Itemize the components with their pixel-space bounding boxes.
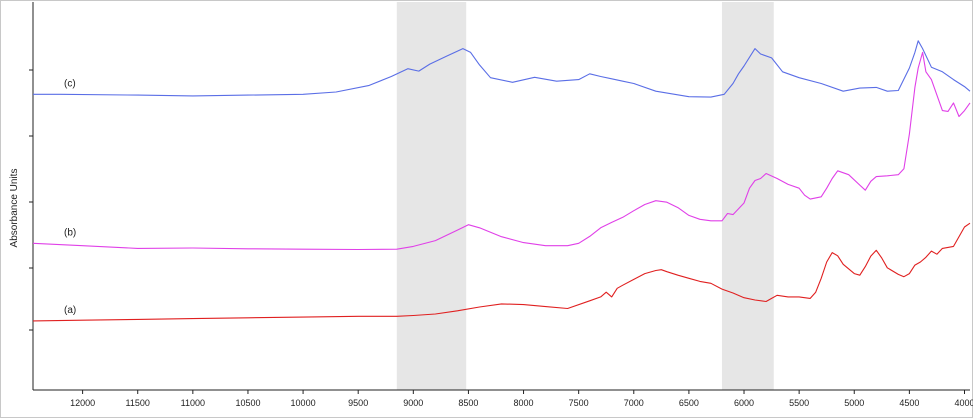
x-tick-label: 11000 xyxy=(181,398,205,408)
x-tick-label: 10000 xyxy=(291,398,316,408)
shaded-regions xyxy=(396,2,774,390)
x-tick-label: 7000 xyxy=(624,398,644,408)
x-ticks: 12000 11500 11000 10500 10000 9500 9000 8500 800… xyxy=(70,390,973,408)
x-tick-label: 6000 xyxy=(734,398,754,408)
x-tick-label: 10500 xyxy=(235,398,260,408)
series-label-b: (b) xyxy=(64,227,76,238)
x-tick-label: 12000 xyxy=(70,398,95,408)
x-tick-label: 7500 xyxy=(569,398,589,408)
axes: Absorbance Units xyxy=(9,2,970,391)
series xyxy=(32,40,971,322)
x-tick-label: 4500 xyxy=(899,398,919,408)
series-label-a: (a) xyxy=(64,305,76,316)
series-labels: (c) (b) (a) xyxy=(64,78,76,316)
shaded-region-2 xyxy=(721,2,774,390)
series-line-c xyxy=(33,40,971,98)
series-label-c: (c) xyxy=(64,78,76,89)
shaded-region-1 xyxy=(396,2,467,390)
x-tick-label: 8500 xyxy=(458,398,478,408)
x-tick-label: 4000 xyxy=(954,398,973,408)
x-tick-label: 6500 xyxy=(679,398,699,408)
series-line-b xyxy=(32,51,971,251)
x-tick-label: 5000 xyxy=(844,398,864,408)
y-axis-title: Absorbance Units xyxy=(9,169,20,248)
series-line-a xyxy=(32,222,971,322)
x-tick-label: 8000 xyxy=(514,398,534,408)
x-tick-label: 9000 xyxy=(403,398,423,408)
x-tick-label: 11500 xyxy=(126,398,150,408)
x-tick-label: 5500 xyxy=(789,398,809,408)
x-tick-label: 9500 xyxy=(348,398,368,408)
